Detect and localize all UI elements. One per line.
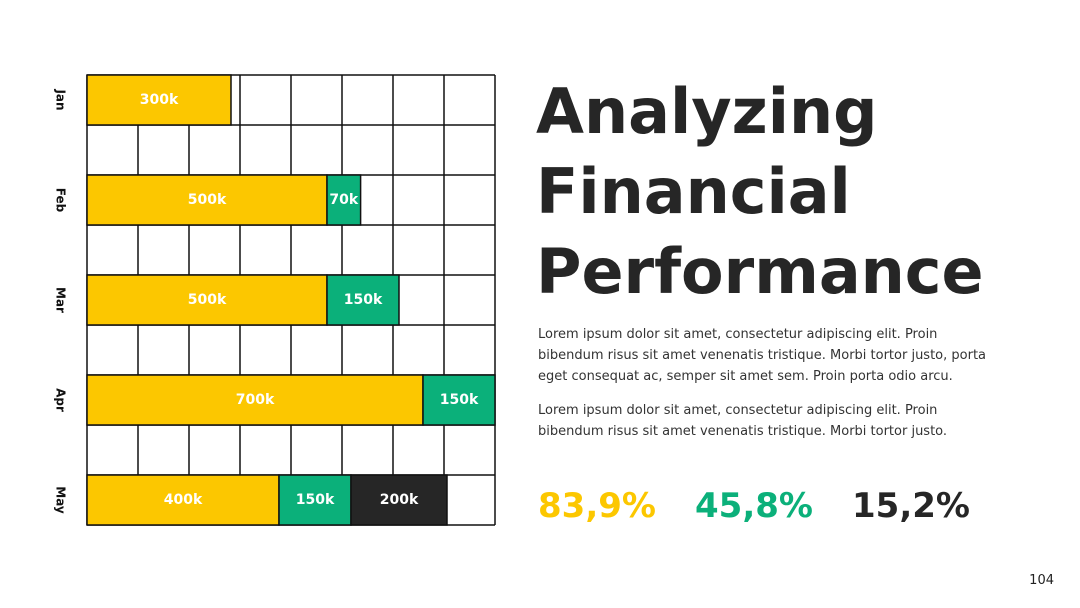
paragraph: Lorem ipsum dolor sit amet, consectetur … (538, 327, 987, 384)
slide-title: Analyzing Financial Performance (536, 75, 984, 308)
bar-label: 150k (344, 292, 383, 308)
bar-label: 500k (188, 192, 227, 208)
stat: 83,9% (538, 486, 656, 526)
paragraph: Lorem ipsum dolor sit amet, consectetur … (538, 403, 948, 439)
bar-segment (86, 174, 328, 226)
category-label: Feb (54, 188, 68, 213)
category-label: May (54, 486, 68, 514)
bar-label: 400k (164, 492, 203, 508)
bar-segment (86, 74, 232, 126)
bar-label: 150k (296, 492, 335, 508)
category-label: Mar (54, 287, 68, 313)
bar-label: 300k (140, 92, 179, 108)
stat: 45,8% (695, 486, 813, 526)
bar-segment (326, 274, 400, 326)
bar-segment (326, 174, 362, 226)
page-number: 104 (1029, 573, 1054, 588)
bar-segment (422, 374, 496, 426)
bar-label: 700k (236, 392, 275, 408)
bar-label: 70k (329, 192, 358, 208)
bar-segment (86, 374, 424, 426)
bar-segment (350, 474, 448, 526)
bar-segment (278, 474, 352, 526)
bar-segment (86, 474, 280, 526)
category-label: Apr (54, 388, 68, 412)
bar-label: 200k (380, 492, 419, 508)
category-label: Jan (54, 88, 68, 110)
bar-label: 150k (440, 392, 479, 408)
bar-segment (86, 274, 328, 326)
stat: 15,2% (852, 486, 970, 526)
bar-label: 500k (188, 292, 227, 308)
